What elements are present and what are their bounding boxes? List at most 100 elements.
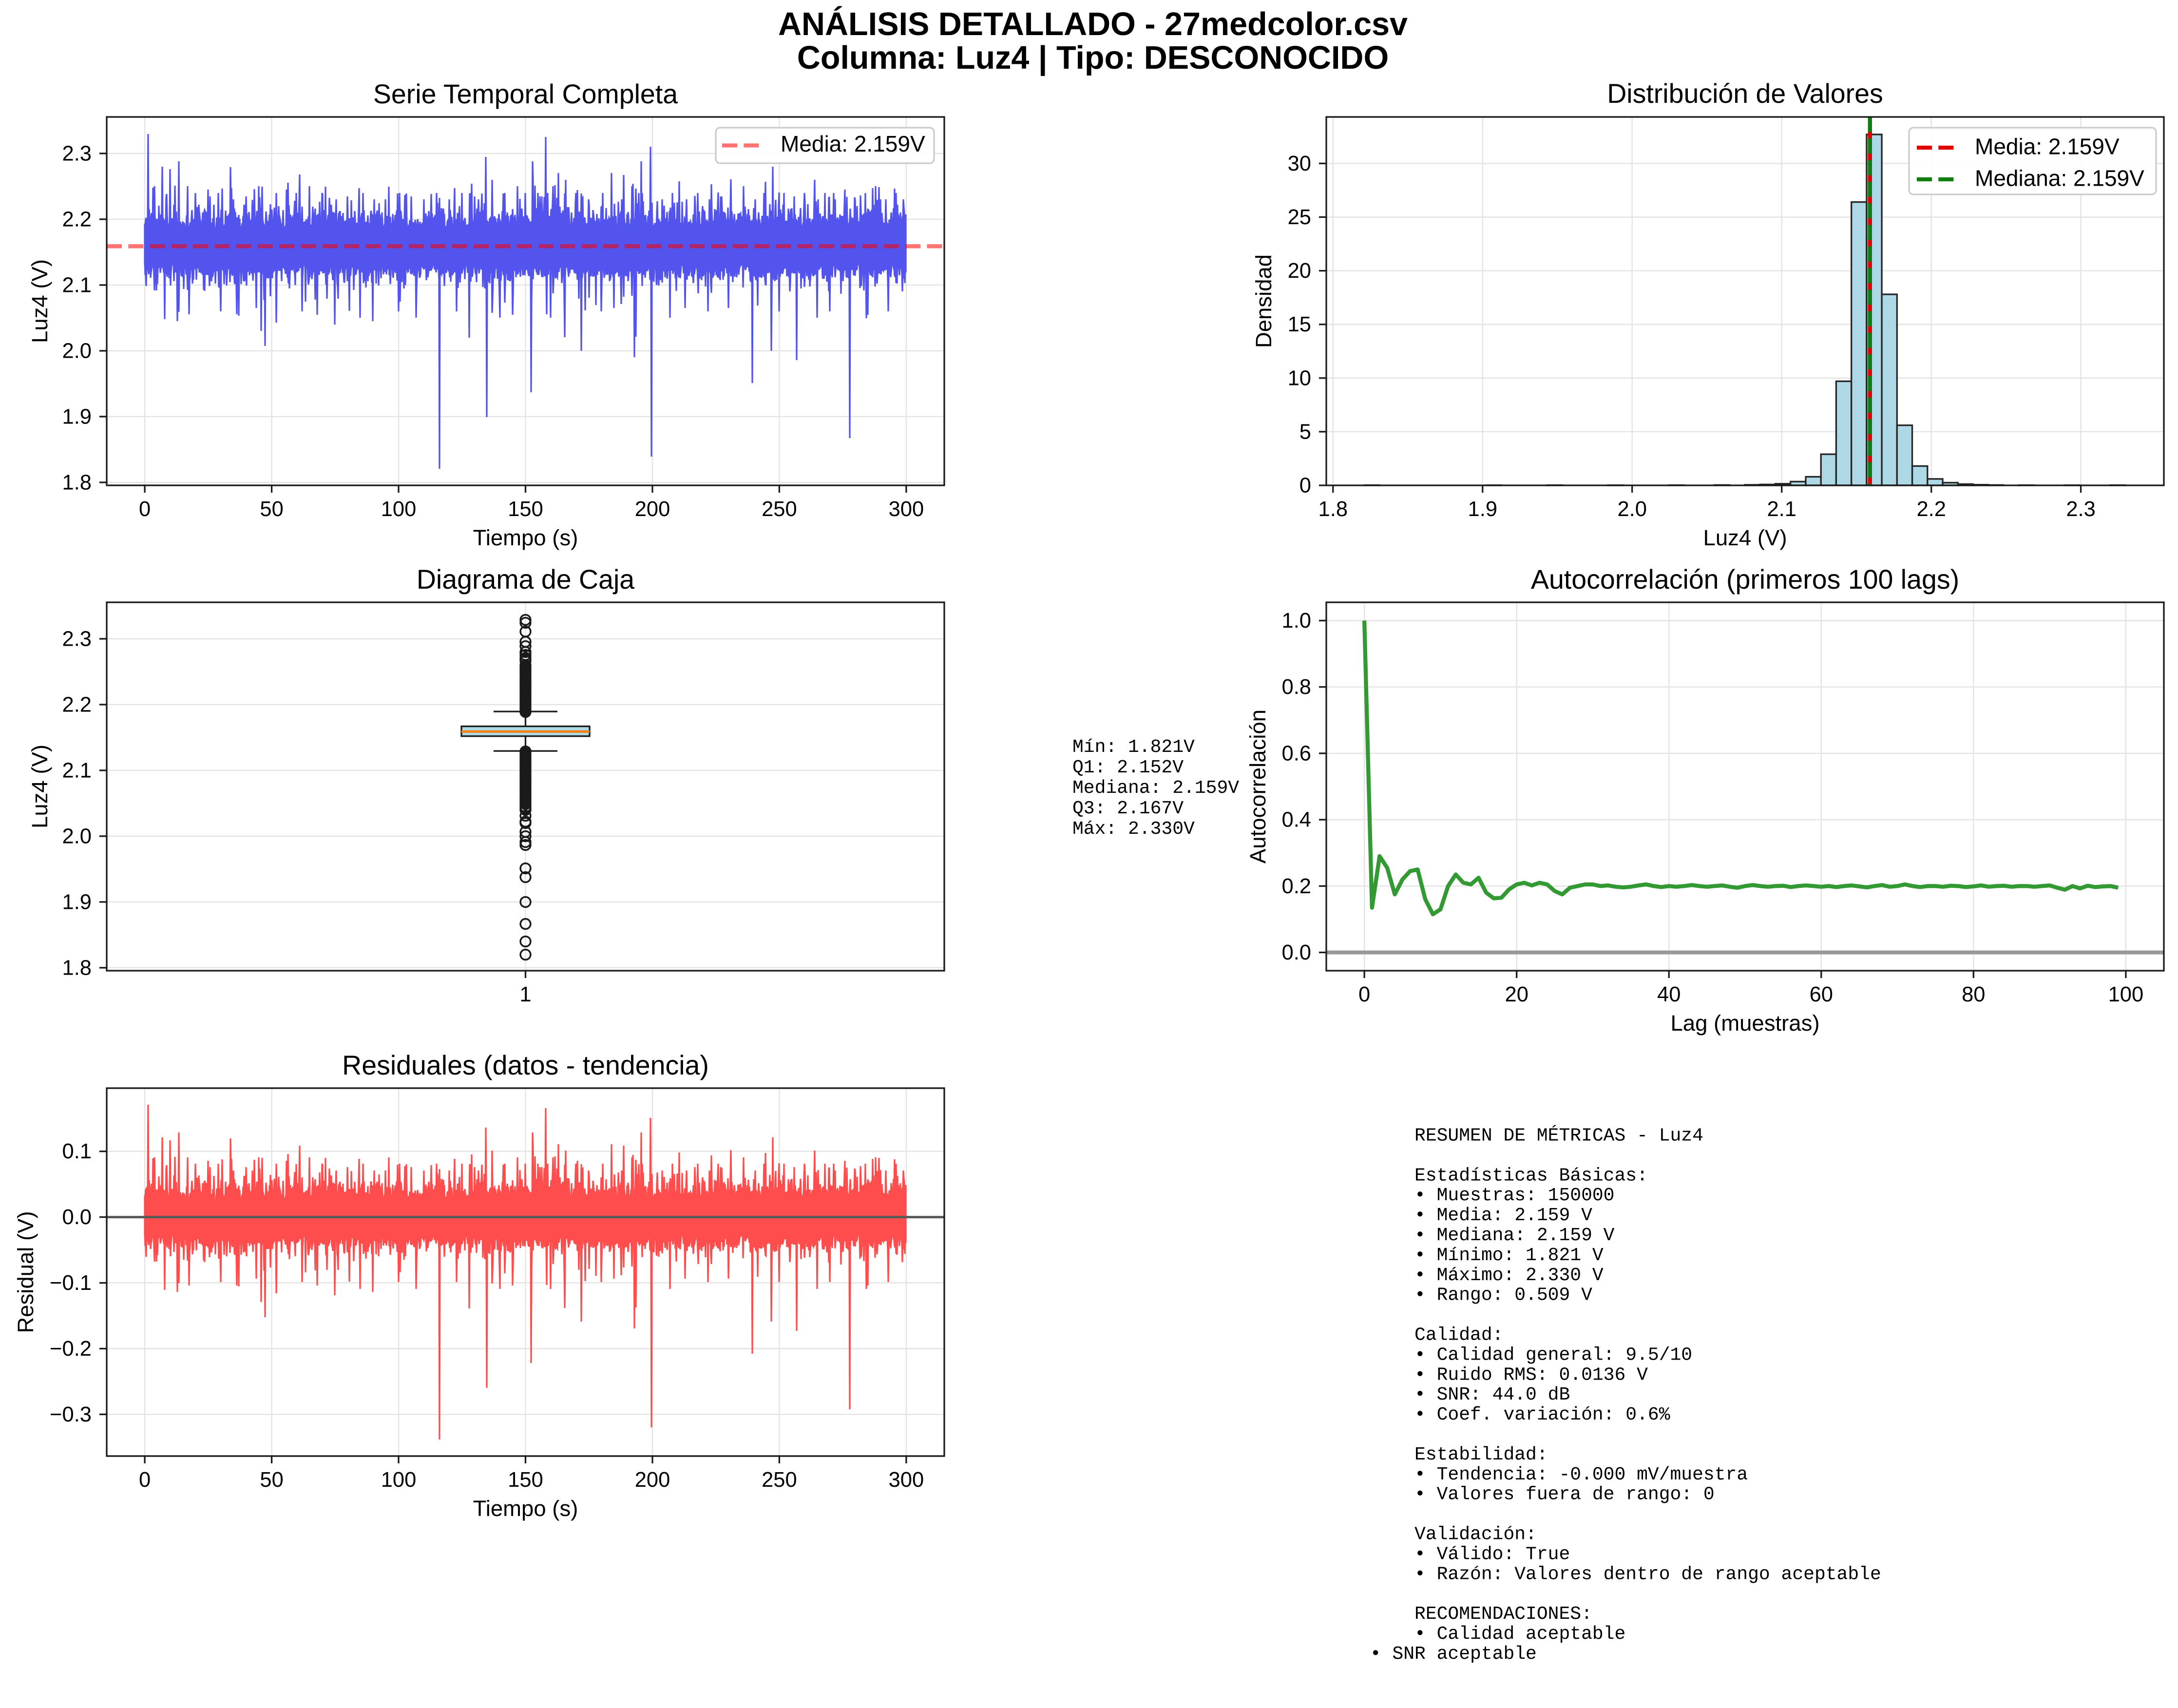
svg-text:300: 300: [889, 1468, 924, 1492]
svg-text:300: 300: [889, 498, 924, 521]
svg-text:0: 0: [139, 498, 151, 521]
svg-text:Autocorrelación: Autocorrelación: [1245, 710, 1270, 864]
svg-text:Tiempo (s): Tiempo (s): [473, 1496, 578, 1521]
svg-text:2.1: 2.1: [62, 273, 92, 297]
svg-text:• Máximo: 2.330 V: • Máximo: 2.330 V: [1370, 1265, 1604, 1286]
svg-text:Estabilidad:: Estabilidad:: [1370, 1444, 1548, 1465]
svg-text:• Muestras: 150000: • Muestras: 150000: [1370, 1185, 1615, 1206]
svg-text:Diagrama de Caja: Diagrama de Caja: [417, 564, 634, 595]
svg-text:RESUMEN DE MÉTRICAS - Luz4: RESUMEN DE MÉTRICAS - Luz4: [1370, 1125, 1703, 1147]
svg-text:Residual (V): Residual (V): [13, 1211, 38, 1333]
svg-text:20: 20: [1288, 259, 1311, 283]
svg-text:Mín: 1.821V: Mín: 1.821V: [1072, 737, 1195, 758]
svg-text:20: 20: [1505, 983, 1528, 1006]
svg-text:5: 5: [1299, 420, 1311, 443]
svg-text:2.2: 2.2: [1916, 498, 1946, 521]
svg-text:0: 0: [139, 1468, 151, 1492]
svg-text:• Mediana: 2.159 V: • Mediana: 2.159 V: [1370, 1225, 1615, 1246]
svg-text:• SNR: 44.0 dB: • SNR: 44.0 dB: [1370, 1384, 1570, 1405]
svg-text:Estadísticas Básicas:: Estadísticas Básicas:: [1370, 1165, 1648, 1186]
svg-text:−0.2: −0.2: [50, 1337, 92, 1361]
svg-text:Validación:: Validación:: [1370, 1524, 1537, 1545]
svg-text:100: 100: [381, 498, 417, 521]
svg-text:25: 25: [1288, 206, 1311, 229]
svg-text:2.0: 2.0: [62, 339, 92, 363]
svg-text:50: 50: [260, 498, 283, 521]
svg-text:0: 0: [1299, 474, 1311, 498]
svg-text:200: 200: [635, 1468, 670, 1492]
svg-text:Columna: Luz4 | Tipo: DESCONOC: Columna: Luz4 | Tipo: DESCONOCIDO: [797, 40, 1389, 77]
svg-text:ANÁLISIS DETALLADO - 27medcolo: ANÁLISIS DETALLADO - 27medcolor.csv: [778, 6, 1408, 42]
svg-text:2.0: 2.0: [62, 825, 92, 848]
svg-text:40: 40: [1657, 983, 1681, 1006]
svg-text:2.2: 2.2: [62, 693, 92, 716]
svg-text:Distribución de Valores: Distribución de Valores: [1607, 78, 1883, 109]
svg-text:30: 30: [1288, 152, 1311, 175]
svg-text:0.1: 0.1: [62, 1140, 92, 1163]
svg-text:Mediana: 2.159V: Mediana: 2.159V: [1072, 778, 1239, 799]
svg-text:2.3: 2.3: [2066, 498, 2095, 521]
svg-text:• Ruido RMS: 0.0136 V: • Ruido RMS: 0.0136 V: [1370, 1364, 1648, 1385]
svg-text:• Tendencia: -0.000 mV/muestra: • Tendencia: -0.000 mV/muestra: [1370, 1464, 1748, 1485]
svg-text:Densidad: Densidad: [1251, 254, 1276, 348]
svg-text:Mediana: 2.159V: Mediana: 2.159V: [1975, 166, 2144, 191]
svg-text:• Calidad aceptable: • Calidad aceptable: [1370, 1624, 1626, 1645]
svg-text:Luz4 (V): Luz4 (V): [1703, 525, 1787, 550]
svg-text:60: 60: [1810, 983, 1833, 1006]
svg-text:2.1: 2.1: [62, 759, 92, 782]
svg-text:0.4: 0.4: [1282, 808, 1311, 832]
svg-text:10: 10: [1288, 366, 1311, 390]
svg-text:80: 80: [1962, 983, 1985, 1006]
svg-text:0.2: 0.2: [1282, 875, 1311, 898]
svg-text:50: 50: [260, 1468, 283, 1492]
svg-text:200: 200: [635, 498, 670, 521]
svg-text:15: 15: [1288, 313, 1311, 336]
svg-text:250: 250: [762, 1468, 797, 1492]
svg-text:1.9: 1.9: [62, 405, 92, 428]
svg-text:2.3: 2.3: [62, 142, 92, 165]
svg-text:Luz4 (V): Luz4 (V): [27, 259, 52, 343]
svg-text:Q3: 2.167V: Q3: 2.167V: [1072, 798, 1184, 819]
svg-text:• Coef. variación: 0.6%: • Coef. variación: 0.6%: [1370, 1404, 1670, 1425]
svg-text:• Calidad general: 9.5/10: • Calidad general: 9.5/10: [1370, 1344, 1692, 1365]
svg-text:0.8: 0.8: [1282, 675, 1311, 699]
svg-text:1: 1: [519, 983, 531, 1006]
svg-text:• Media: 2.159 V: • Media: 2.159 V: [1370, 1205, 1592, 1226]
svg-text:100: 100: [2108, 983, 2144, 1006]
svg-text:Calidad:: Calidad:: [1370, 1325, 1504, 1346]
svg-text:Lag (muestras): Lag (muestras): [1671, 1011, 1820, 1036]
svg-text:1.0: 1.0: [1282, 609, 1311, 633]
svg-text:• SNR aceptable: • SNR aceptable: [1370, 1644, 1537, 1665]
svg-text:150: 150: [508, 498, 543, 521]
svg-text:• Razón: Valores dentro de ran: • Razón: Valores dentro de rango aceptab…: [1370, 1564, 1881, 1585]
svg-text:Máx: 2.330V: Máx: 2.330V: [1072, 819, 1195, 840]
svg-text:Media: 2.159V: Media: 2.159V: [781, 131, 925, 156]
svg-text:−0.1: −0.1: [50, 1271, 92, 1295]
svg-text:0.6: 0.6: [1282, 742, 1311, 765]
svg-text:0.0: 0.0: [1282, 941, 1311, 964]
svg-text:0.0: 0.0: [62, 1206, 92, 1229]
svg-text:• Rango: 0.509 V: • Rango: 0.509 V: [1370, 1285, 1592, 1306]
svg-text:−0.3: −0.3: [50, 1403, 92, 1426]
svg-text:1.9: 1.9: [1468, 498, 1497, 521]
svg-text:2.3: 2.3: [62, 627, 92, 651]
svg-text:Serie Temporal Completa: Serie Temporal Completa: [373, 79, 678, 109]
svg-text:Tiempo (s): Tiempo (s): [473, 525, 578, 550]
svg-text:Luz4 (V): Luz4 (V): [27, 745, 52, 828]
svg-text:Media: 2.159V: Media: 2.159V: [1975, 134, 2120, 159]
svg-text:• Valores fuera de rango: 0: • Valores fuera de rango: 0: [1370, 1484, 1715, 1505]
svg-text:1.8: 1.8: [62, 956, 92, 979]
svg-text:2.0: 2.0: [1617, 498, 1646, 521]
svg-text:150: 150: [508, 1468, 543, 1492]
svg-text:• Mínimo: 1.821 V: • Mínimo: 1.821 V: [1370, 1245, 1604, 1266]
svg-text:1.8: 1.8: [62, 471, 92, 494]
svg-text:Autocorrelación (primeros 100: Autocorrelación (primeros 100 lags): [1531, 564, 1959, 595]
svg-text:0: 0: [1358, 983, 1370, 1006]
svg-text:Q1: 2.152V: Q1: 2.152V: [1072, 757, 1184, 778]
svg-text:Residuales (datos - tendencia): Residuales (datos - tendencia): [342, 1050, 709, 1080]
svg-text:100: 100: [381, 1468, 417, 1492]
svg-text:• Válido: True: • Válido: True: [1370, 1544, 1570, 1565]
svg-text:2.2: 2.2: [62, 208, 92, 231]
svg-text:RECOMENDACIONES:: RECOMENDACIONES:: [1370, 1604, 1592, 1625]
svg-text:250: 250: [762, 498, 797, 521]
